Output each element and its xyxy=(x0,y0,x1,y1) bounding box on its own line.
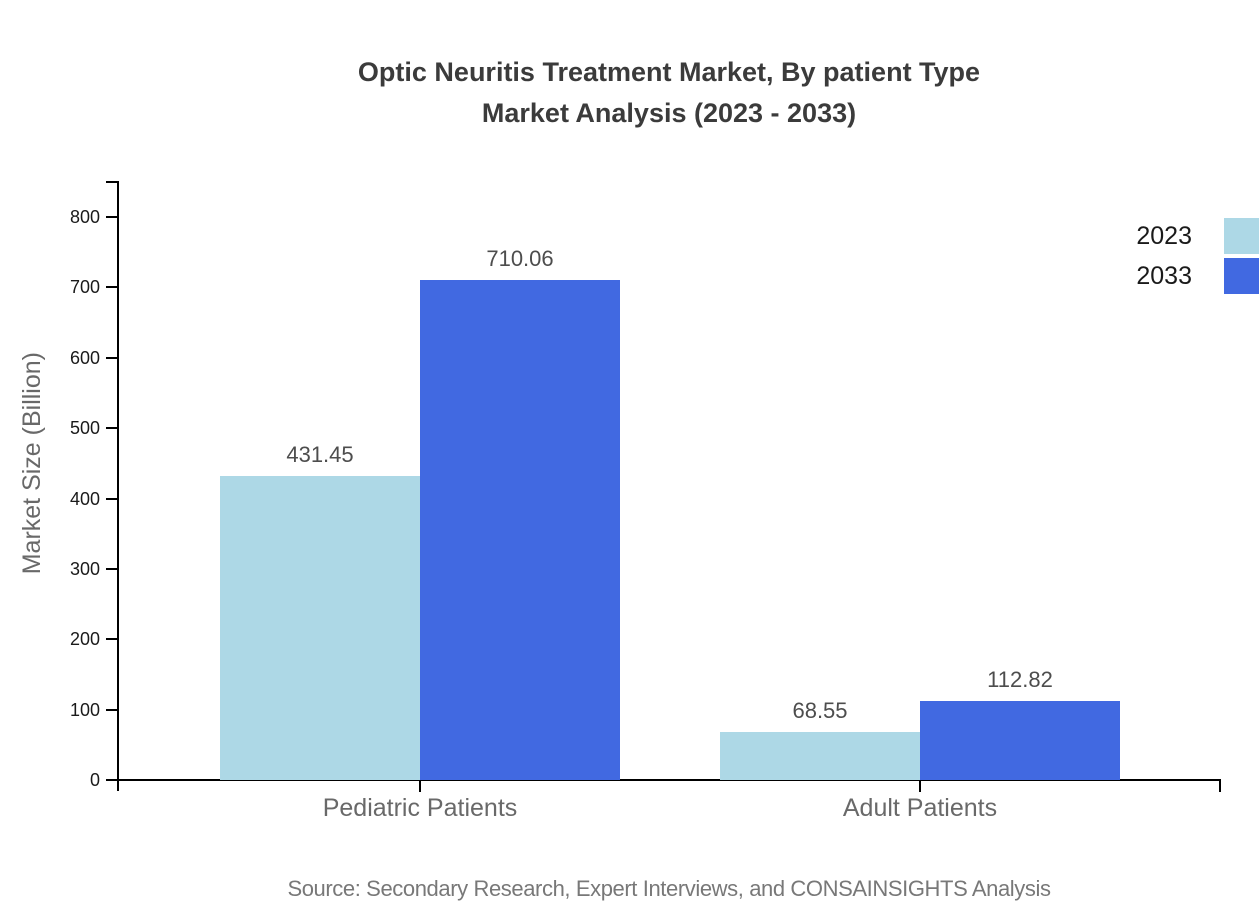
bar-2023-pediatric-patients xyxy=(220,476,420,780)
x-tick-mark-pediatric-patients xyxy=(419,780,421,792)
y-tick-mark-500 xyxy=(106,427,118,430)
y-tick-mark-400 xyxy=(106,497,118,500)
x-axis-end-cap xyxy=(1219,779,1221,792)
y-tick-label-700: 700 xyxy=(69,277,100,298)
legend: 2023 2033 xyxy=(1136,218,1259,298)
y-tick-mark-100 xyxy=(106,708,118,711)
y-tick-label-200: 200 xyxy=(69,629,100,650)
x-tick-mark-adult-patients xyxy=(919,780,921,792)
legend-item-2033: 2033 xyxy=(1136,258,1259,294)
chart-title: Optic Neuritis Treatment Market, By pati… xyxy=(118,52,1220,134)
legend-swatch-2023 xyxy=(1224,218,1259,254)
bar-2033-adult-patients xyxy=(920,700,1120,780)
bar-2023-adult-patients xyxy=(720,731,920,780)
y-tick-mark-0 xyxy=(106,779,118,781)
category-label-pediatric-patients: Pediatric Patients xyxy=(322,794,518,822)
y-tick-mark-200 xyxy=(106,638,118,641)
legend-swatch-2033 xyxy=(1224,258,1259,294)
y-axis-end-cap xyxy=(106,181,119,183)
legend-label-2023: 2023 xyxy=(1136,221,1192,250)
y-tick-mark-700 xyxy=(106,286,118,289)
y-tick-mark-800 xyxy=(106,216,118,218)
y-tick-mark-600 xyxy=(106,356,118,359)
y-axis-title: Market Size (Billion) xyxy=(18,352,46,575)
value-label-2023-pediatric-patients: 431.45 xyxy=(286,442,354,468)
x-axis-line xyxy=(117,779,1221,781)
category-label-adult-patients: Adult Patients xyxy=(842,794,998,822)
legend-item-2023: 2023 xyxy=(1136,218,1259,254)
value-label-2023-adult-patients: 68.55 xyxy=(792,697,848,723)
chart-title-line2: Market Analysis (2023 - 2033) xyxy=(481,98,857,128)
y-tick-label-600: 600 xyxy=(69,347,100,368)
y-tick-label-300: 300 xyxy=(69,558,100,579)
bar-2033-pediatric-patients xyxy=(420,280,620,780)
source-attribution: Source: Secondary Research, Expert Inter… xyxy=(287,876,1051,901)
value-label-2033-adult-patients: 112.82 xyxy=(987,666,1053,692)
y-tick-label-100: 100 xyxy=(69,699,100,720)
y-tick-mark-300 xyxy=(106,567,118,570)
y-tick-label-500: 500 xyxy=(69,418,100,439)
y-axis-line xyxy=(117,181,119,791)
y-tick-label-400: 400 xyxy=(69,488,100,509)
legend-label-2033: 2033 xyxy=(1136,261,1192,290)
y-tick-label-0: 0 xyxy=(89,770,100,790)
y-tick-label-800: 800 xyxy=(69,207,100,227)
value-label-2033-pediatric-patients: 710.06 xyxy=(486,246,554,272)
chart-title-line1: Optic Neuritis Treatment Market, By pati… xyxy=(357,57,981,87)
